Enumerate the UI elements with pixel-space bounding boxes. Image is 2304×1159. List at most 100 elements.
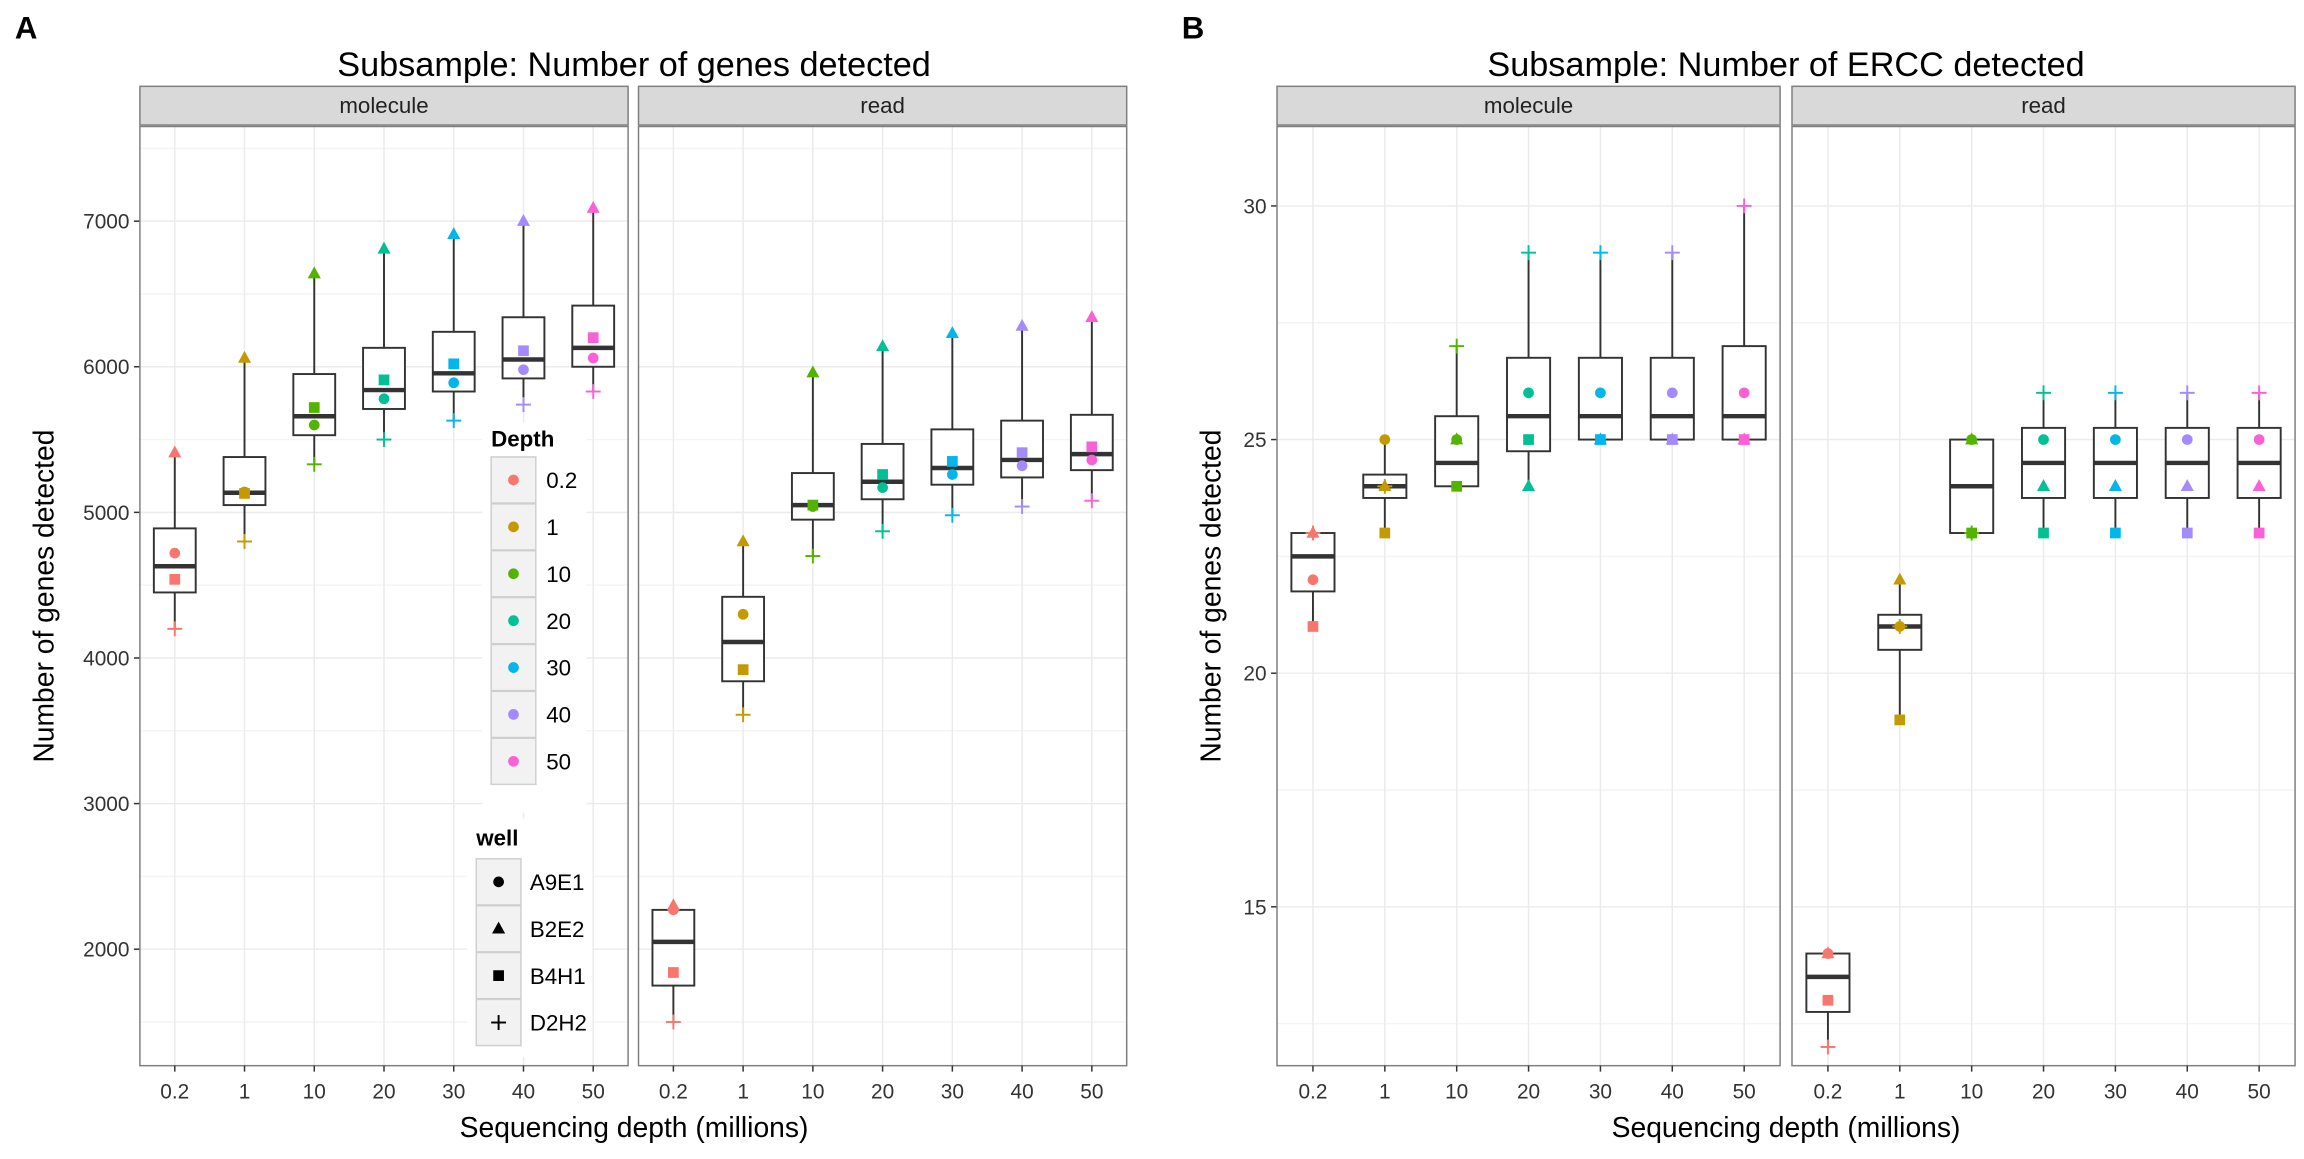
box-body [1577, 356, 1623, 441]
point-D2H2 [516, 397, 531, 413]
point-B2E2 [1306, 525, 1320, 538]
y-tick-label: 4000 [83, 647, 129, 670]
point-B2E2 [516, 214, 531, 226]
point-D2H2 [2036, 385, 2051, 401]
y-axis-label: Number of genes detected [28, 430, 60, 763]
point-B4H1 [2181, 527, 2193, 539]
point-B4H1 [2253, 527, 2265, 539]
x-tick-label: 30 [1589, 1080, 1612, 1103]
facet-strip [139, 85, 629, 126]
legend-shape-swatch [493, 876, 504, 888]
point-A9E1 [518, 364, 529, 376]
box-10 [1434, 346, 1480, 488]
x-tick-label: 0.2 [1813, 1080, 1842, 1103]
x-tick-label: 10 [801, 1080, 824, 1103]
facet-border [637, 125, 1128, 1067]
box-30 [1577, 252, 1623, 441]
legend-shape-item: B2E2 [530, 917, 585, 942]
point-B4H1 [1379, 527, 1391, 539]
point-B4H1 [1451, 480, 1463, 492]
y-tick-label: 15 [1243, 896, 1266, 919]
x-tick-label: 40 [1661, 1080, 1684, 1103]
point-A9E1 [448, 377, 460, 389]
legend-shape-item: B4H1 [530, 964, 586, 989]
y-tick-label: 5000 [83, 502, 129, 525]
point-B2E2 [1593, 432, 1607, 445]
point-D2H2 [944, 507, 960, 523]
legend-color-item: 1 [546, 515, 558, 540]
x-axis-label: Sequencing depth (millions) [1612, 1111, 1961, 1143]
point-A9E1 [1086, 454, 1098, 466]
point-A9E1 [1595, 387, 1606, 399]
legend-color-item: 20 [546, 609, 571, 634]
legend-shape-swatch [491, 1015, 507, 1030]
point-D2H2 [1449, 338, 1465, 354]
legend-swatch [508, 755, 519, 767]
chart-title: Subsample: Number of ERCC detected [1487, 46, 2084, 84]
point-D2H2 [585, 384, 601, 399]
point-D2H2 [2107, 385, 2123, 401]
point-D2H2 [306, 456, 322, 472]
point-A9E1 [737, 608, 749, 620]
facet-border [1791, 125, 2296, 1067]
point-B4H1 [448, 358, 460, 370]
legend-swatch [508, 662, 519, 673]
point-D2H2 [1014, 499, 1030, 514]
x-tick-label: 10 [1445, 1080, 1468, 1103]
point-B4H1 [2110, 527, 2121, 539]
point-D2H2 [1736, 198, 1752, 214]
legend-shape-title: well [475, 825, 518, 850]
y-tick-label: 25 [1243, 429, 1266, 452]
facet-label: read [860, 93, 905, 118]
x-tick-label: 30 [2104, 1080, 2127, 1103]
box-1 [1362, 439, 1408, 534]
point-B2E2 [237, 350, 252, 363]
y-axis-label: Number of genes detected [1194, 430, 1226, 763]
legend-shape-item: D2H2 [530, 1011, 587, 1036]
point-D2H2 [2251, 385, 2267, 401]
panel-label: B [1182, 11, 1205, 46]
point-D2H2 [1084, 493, 1100, 509]
box-10 [1949, 438, 1995, 534]
point-A9E1 [668, 904, 679, 916]
point-A9E1 [1016, 460, 1028, 472]
x-tick-label: 20 [1517, 1080, 1540, 1103]
x-tick-label: 20 [871, 1080, 894, 1103]
x-tick-label: 40 [1010, 1080, 1033, 1103]
point-D2H2 [1820, 1039, 1836, 1055]
x-tick-label: 20 [2032, 1080, 2055, 1103]
point-A9E1 [1894, 621, 1906, 632]
legend-swatch [508, 474, 519, 486]
legend-color-item: 50 [546, 749, 571, 774]
point-D2H2 [2179, 385, 2195, 401]
point-A9E1 [2253, 434, 2265, 445]
point-B4H1 [378, 374, 390, 386]
point-B2E2 [447, 227, 461, 240]
point-D2H2 [805, 548, 821, 564]
point-B4H1 [308, 402, 320, 413]
y-tick-label: 2000 [83, 939, 129, 962]
point-B2E2 [1737, 432, 1751, 445]
point-A9E1 [877, 482, 888, 493]
point-B2E2 [1085, 310, 1099, 323]
facet-strip [637, 85, 1128, 126]
facet-strip [1276, 85, 1781, 126]
point-B2E2 [1015, 318, 1029, 331]
point-B2E2 [876, 339, 890, 352]
legend: Depth 0.2 1 10 20 30 40 50 well A9E1 B2E2 B4H1 D2H2 [467, 422, 593, 1057]
x-tick-label: 50 [1733, 1080, 1756, 1103]
x-tick-label: 1 [1894, 1080, 1906, 1103]
point-B2E2 [377, 241, 391, 254]
box-0.2 [1805, 952, 1851, 1047]
x-tick-label: 1 [737, 1080, 749, 1103]
point-B2E2 [2108, 479, 2122, 492]
point-B4H1 [1307, 621, 1319, 632]
point-D2H2 [665, 1014, 681, 1030]
point-A9E1 [587, 352, 599, 364]
point-A9E1 [1822, 948, 1834, 959]
legend-swatch [508, 521, 519, 533]
point-A9E1 [308, 419, 320, 431]
point-A9E1 [1451, 434, 1463, 445]
point-D2H2 [237, 534, 252, 549]
point-A9E1 [1666, 387, 1678, 399]
